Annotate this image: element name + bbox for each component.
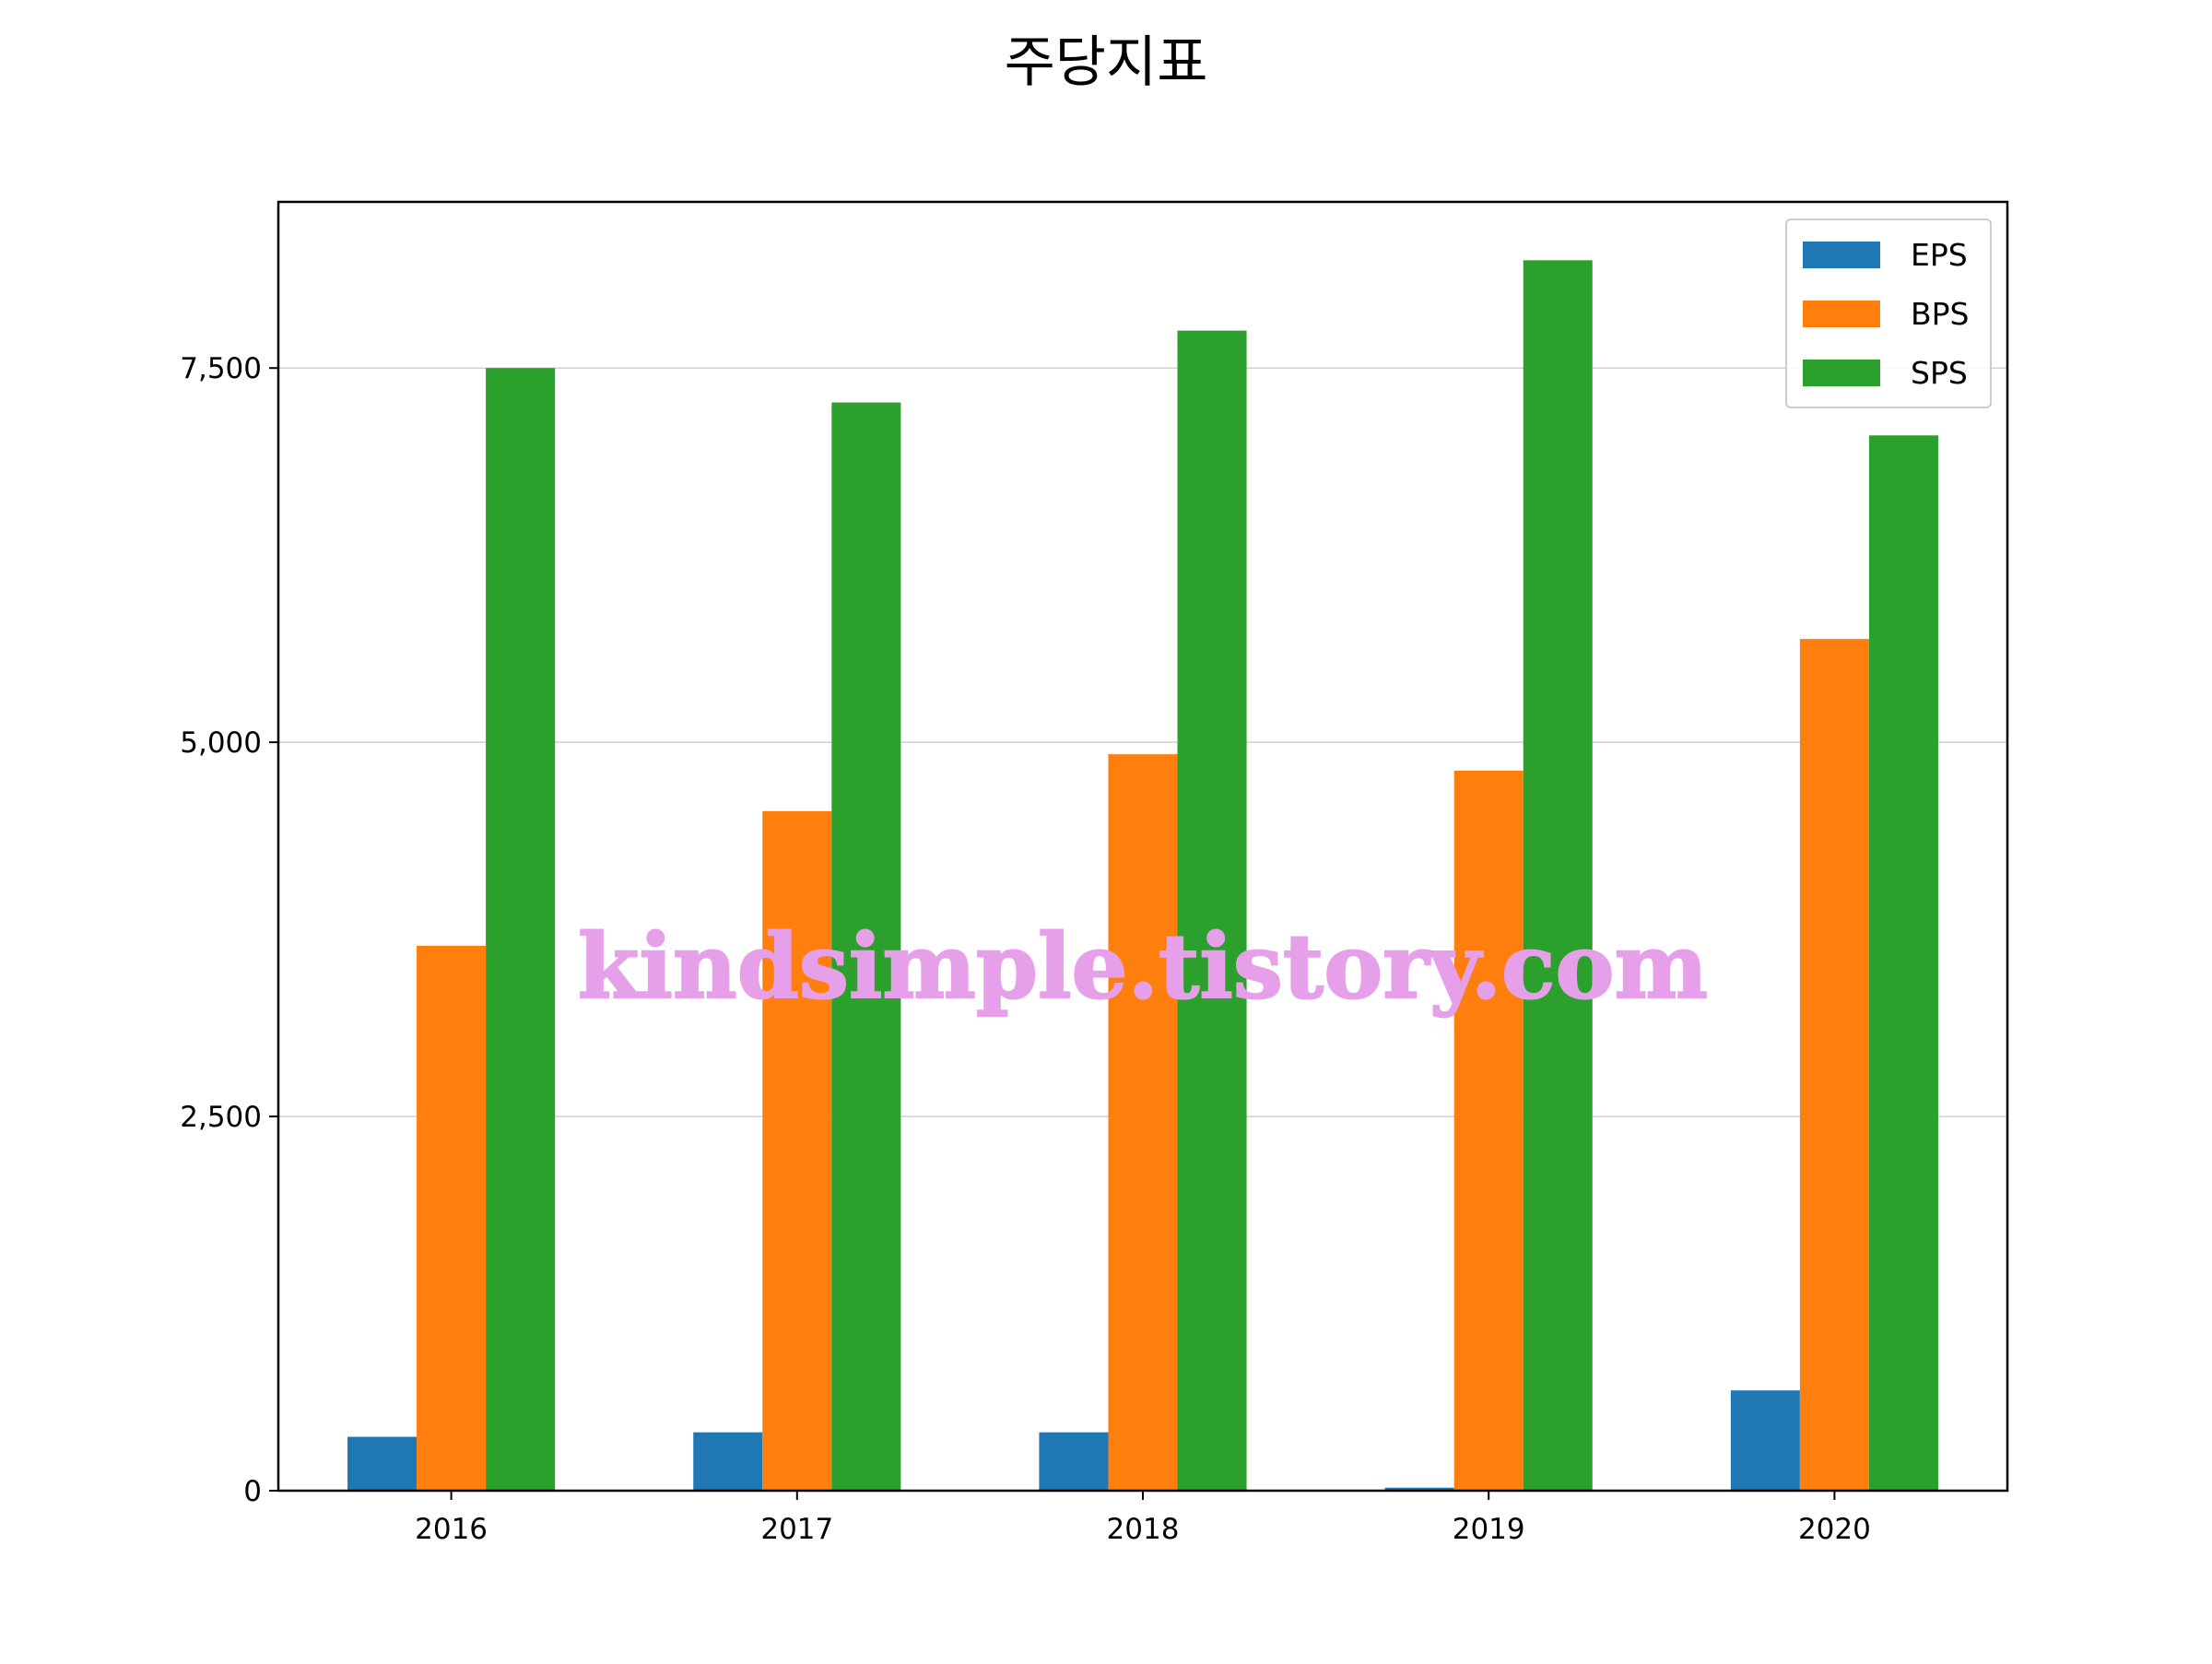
bar-sps-2018	[1177, 330, 1247, 1491]
bar-bps-2016	[417, 945, 487, 1491]
bar-sps-2016	[486, 368, 556, 1491]
x-tick-label: 2017	[760, 1513, 833, 1546]
legend-label-eps: EPS	[1911, 237, 1968, 273]
bar-sps-2019	[1523, 260, 1593, 1492]
bar-eps-2016	[347, 1436, 418, 1491]
y-axis: 0 2,500 5,000 7,500	[180, 352, 278, 1508]
x-tick-label: 2016	[415, 1513, 488, 1546]
y-tick-label: 7,500	[180, 352, 262, 385]
bars	[347, 260, 1938, 1492]
chart-title: 주당지표	[1005, 30, 1208, 95]
bar-sps-2017	[831, 402, 901, 1491]
x-tick-label: 2020	[1798, 1513, 1871, 1546]
bar-eps-2017	[693, 1432, 763, 1491]
bar-bps-2018	[1108, 754, 1178, 1491]
x-tick-label: 2018	[1107, 1513, 1180, 1546]
legend-label-sps: SPS	[1911, 355, 1968, 391]
legend-swatch-sps	[1803, 360, 1880, 386]
y-tick-label: 0	[243, 1475, 262, 1508]
bar-sps-2020	[1868, 435, 1938, 1492]
bar-bps-2019	[1453, 771, 1524, 1491]
y-tick-label: 2,500	[180, 1101, 262, 1134]
watermark: kindsimple.tistory.com	[578, 915, 1708, 1019]
bar-eps-2020	[1730, 1390, 1800, 1491]
legend-label-bps: BPS	[1911, 296, 1970, 332]
legend-swatch-bps	[1803, 301, 1880, 327]
x-tick-label: 2019	[1453, 1513, 1525, 1546]
bar-bps-2017	[762, 810, 832, 1491]
legend: EPS BPS SPS	[1785, 218, 1992, 408]
bar-eps-2018	[1039, 1432, 1109, 1491]
legend-swatch-eps	[1803, 242, 1880, 268]
y-tick-label: 5,000	[180, 726, 262, 760]
bar-eps-2019	[1384, 1487, 1454, 1491]
bar-bps-2020	[1799, 639, 1869, 1491]
x-axis: 2016 2017 2018 2019 2020	[415, 1491, 1871, 1546]
